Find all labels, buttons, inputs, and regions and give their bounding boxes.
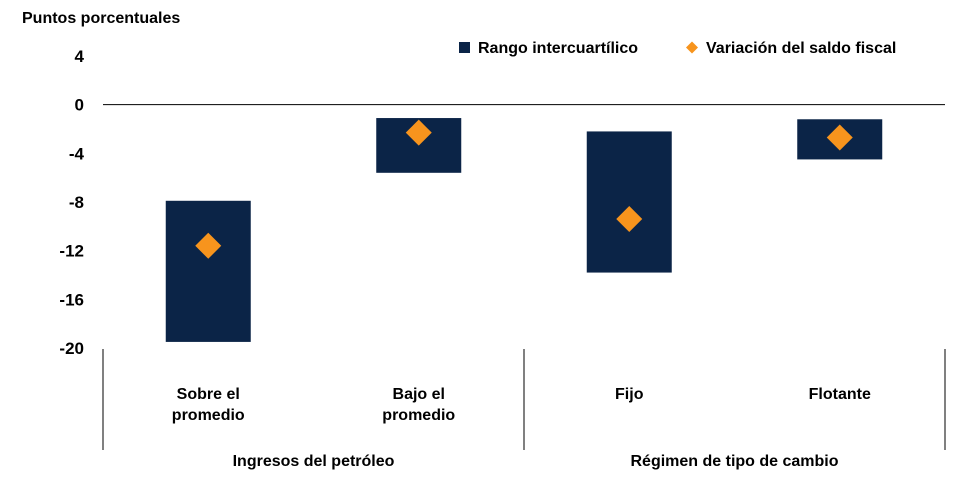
y-axis-label: Puntos porcentuales [22, 10, 180, 27]
group-labels: Ingresos del petróleo Régimen de tipo de … [233, 453, 839, 470]
category-label: Flotante [809, 386, 871, 403]
y-tick-label: -16 [59, 290, 84, 309]
y-tick-label: -8 [69, 193, 84, 212]
category-labels: Sobre el promedio Bajo el promedio Fijo Flota… [172, 386, 871, 424]
legend-swatch-marker [686, 41, 698, 54]
y-tick-label: 4 [75, 47, 85, 66]
range-bar [586, 131, 672, 273]
category-label: Sobre el promedio [172, 386, 245, 424]
y-tick-label: 0 [75, 96, 84, 115]
y-tick-label: -12 [59, 242, 84, 261]
legend-swatch-range [459, 42, 470, 53]
range-bars [165, 118, 883, 342]
range-bar [165, 200, 251, 342]
y-axis-ticks: 4 0 -4 -8 -12 -16 -20 [59, 47, 84, 358]
fiscal-marker [195, 232, 222, 259]
y-tick-label: -4 [69, 144, 85, 163]
legend-label-range: Rango intercuartílico [478, 40, 638, 57]
category-label: Bajo el promedio [382, 386, 455, 424]
group-label: Régimen de tipo de cambio [630, 453, 838, 470]
category-label: Fijo [615, 386, 644, 403]
fiscal-marker [405, 119, 432, 146]
fiscal-marker [616, 206, 643, 233]
group-label: Ingresos del petróleo [233, 453, 395, 470]
fiscal-markers [195, 119, 853, 259]
fiscal-marker [826, 124, 853, 151]
category-separators [102, 349, 946, 450]
y-tick-label: -20 [59, 339, 84, 358]
legend-label-marker: Variación del saldo fiscal [706, 40, 896, 57]
legend: Rango intercuartílico Variación del sald… [459, 40, 896, 57]
